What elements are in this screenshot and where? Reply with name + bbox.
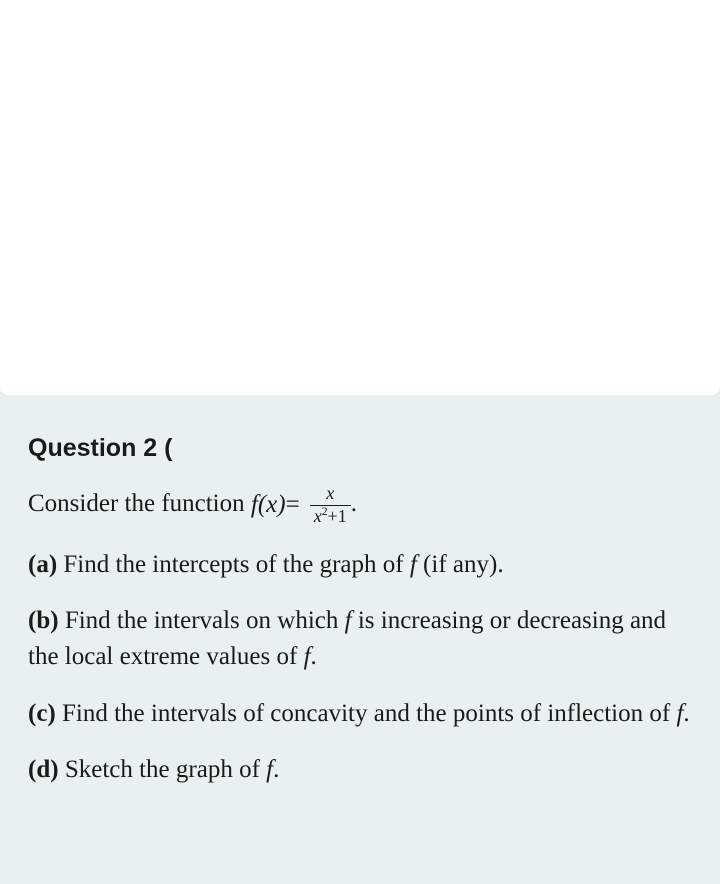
part-a: (a) Find the intercepts of the graph of … xyxy=(28,547,692,583)
part-d-label: (d) xyxy=(28,756,59,783)
part-b-sym2: f xyxy=(304,643,311,670)
part-d: (d) Sketch the graph of f. xyxy=(28,752,692,788)
den-var: x xyxy=(314,506,322,526)
func-lhs: f(x) xyxy=(251,487,286,523)
part-c: (c) Find the intervals of concavity and … xyxy=(28,696,692,732)
fraction-denominator: x2+1 xyxy=(310,505,351,527)
part-a-text-before: Find the intercepts of the graph of xyxy=(57,551,410,578)
redacted-top-area xyxy=(0,0,720,395)
part-a-sym: f xyxy=(410,551,417,578)
question-number: Question 2 ( xyxy=(28,434,172,462)
part-b-sym1: f xyxy=(345,607,352,634)
fraction: xx2+1 xyxy=(310,484,351,527)
part-b: (b) Find the intervals on which f is inc… xyxy=(28,603,692,676)
intro-prefix: Consider the function xyxy=(28,490,251,517)
part-a-label: (a) xyxy=(28,551,57,578)
part-c-label: (c) xyxy=(28,700,56,727)
intro-suffix: . xyxy=(351,490,357,517)
part-d-text1: Sketch the graph of xyxy=(59,756,267,783)
part-b-text3: . xyxy=(311,643,317,670)
fraction-numerator: x xyxy=(322,484,338,505)
function-definition: f(x) = xx2+1 xyxy=(251,484,351,527)
part-b-label: (b) xyxy=(28,607,59,634)
part-a-text-after: (if any). xyxy=(417,551,504,578)
part-c-text1: Find the intervals of concavity and the … xyxy=(56,700,677,727)
part-b-text1: Find the intervals on which xyxy=(59,607,345,634)
question-content: Question 2 ( Consider the function f(x) … xyxy=(28,430,692,808)
question-header: Question 2 ( xyxy=(28,430,692,466)
den-const: +1 xyxy=(328,506,347,526)
equals-sign: = xyxy=(286,487,300,523)
part-d-text2: . xyxy=(273,756,279,783)
part-c-text2: . xyxy=(683,700,689,727)
intro-paragraph: Consider the function f(x) = xx2+1. xyxy=(28,484,692,527)
